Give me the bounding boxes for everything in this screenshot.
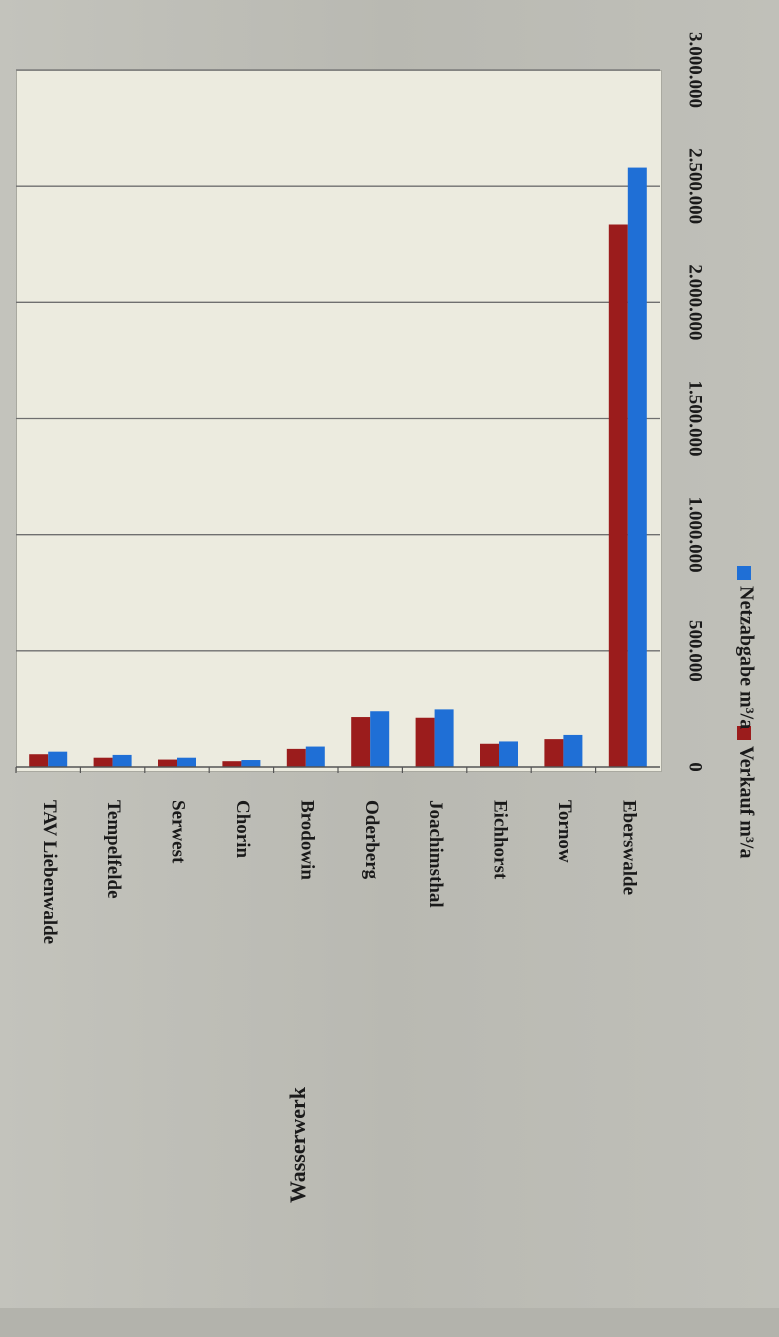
legend-swatch	[737, 726, 751, 740]
category-label: Brodowin	[296, 800, 317, 880]
bottom-band	[0, 1308, 779, 1337]
value-tick-label: 0	[685, 762, 706, 772]
category-label: Oderberg	[361, 800, 382, 880]
bar-netzabgabe	[563, 734, 583, 767]
legend-label: Verkauf m³/a	[735, 746, 757, 858]
bar-verkauf	[222, 761, 242, 767]
category-label: Chorin	[232, 800, 253, 859]
plot-area	[16, 70, 662, 772]
bar-netzabgabe	[241, 760, 261, 767]
legend: Verkauf m³/a Netzabgabe m³/a	[735, 566, 757, 858]
bar-verkauf	[93, 757, 113, 767]
value-tick-labels: 0 500.000 1.000.000 1.500.000 2.000.000 2.500…	[685, 32, 706, 772]
category-label: Joachimsthal	[425, 800, 446, 908]
category-axis	[15, 766, 660, 773]
value-tick-label: 2.500.000	[685, 148, 706, 224]
value-tick-label: 2.000.000	[685, 264, 706, 340]
category-label: TAV Liebenwalde	[39, 800, 60, 944]
bar-netzabgabe	[177, 757, 196, 767]
category-labels: TAV Liebenwalde Tempelfelde Serwest Chorin B…	[39, 800, 640, 944]
value-tick-label: 1.500.000	[685, 381, 706, 457]
bar-netzabgabe	[499, 741, 518, 767]
category-label: Eberswalde	[618, 800, 639, 895]
category-label: Eichhorst	[490, 800, 511, 880]
bar-verkauf	[29, 754, 49, 767]
bar-verkauf	[480, 743, 499, 767]
bar-verkauf	[415, 717, 435, 767]
value-tick-label: 1.000.000	[685, 497, 706, 573]
bar-verkauf	[544, 739, 564, 767]
bar-verkauf	[351, 717, 371, 767]
category-axis-title: Wasserwerk	[285, 1086, 310, 1203]
gridlines	[16, 69, 660, 652]
category-label: Serwest	[168, 800, 189, 864]
bar-netzabgabe	[112, 754, 132, 767]
value-tick-label: 500.000	[685, 620, 706, 682]
category-label: Tornow	[554, 800, 575, 863]
bar-netzabgabe	[370, 711, 390, 767]
bar-netzabgabe	[434, 709, 454, 767]
bar-verkauf	[608, 224, 628, 768]
bar-verkauf	[286, 748, 306, 767]
bar-netzabgabe	[48, 751, 68, 767]
bars	[29, 167, 647, 768]
legend-label: Netzabgabe m³/a	[735, 586, 757, 729]
bar-netzabgabe	[305, 746, 325, 767]
bar-verkauf	[158, 759, 177, 767]
legend-swatch	[737, 566, 751, 580]
bar-netzabgabe	[627, 167, 647, 767]
axis-title-group: Wasserwerk	[285, 1086, 310, 1203]
value-tick-label: 3.000.000	[685, 32, 706, 108]
category-label: Tempelfelde	[103, 800, 124, 899]
